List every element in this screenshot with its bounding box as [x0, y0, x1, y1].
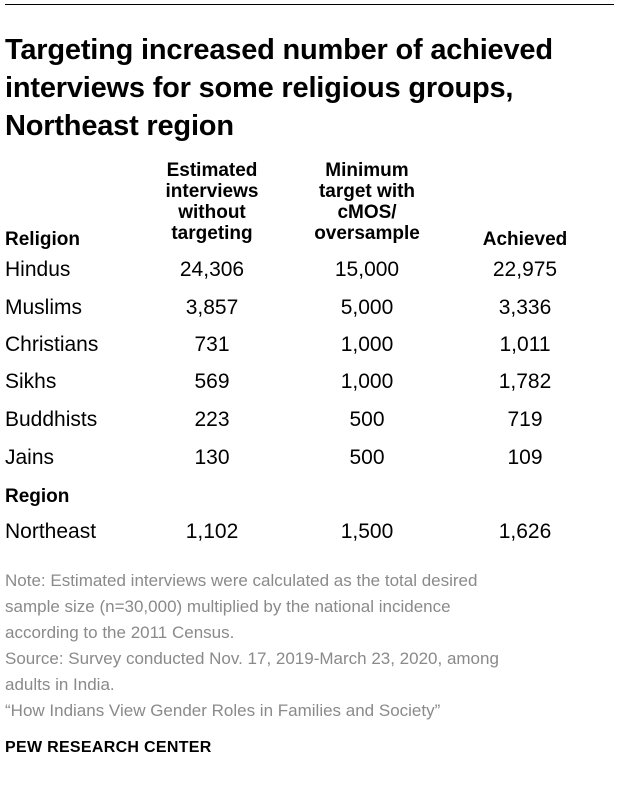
estimated-value: 731	[194, 333, 230, 356]
achieved-value: 3,336	[498, 296, 552, 319]
row-label: Christians	[5, 333, 99, 356]
minimum-value: 1,500	[340, 520, 394, 543]
footnotes: Note: Estimated interviews were calculat…	[5, 568, 605, 724]
column-header-achieved: Achieved	[482, 229, 568, 250]
note-text: Note: Estimated interviews were calculat…	[5, 571, 478, 590]
achieved-value: 1,011	[499, 333, 551, 356]
column-header-minimum: Minimum target with cMOS/ oversample	[314, 160, 420, 244]
section-header-region: Region	[5, 486, 70, 507]
estimated-value: 130	[194, 446, 230, 469]
column-header-estimated-line: without	[178, 202, 246, 223]
column-header-estimated: Estimated interviews without targeting	[166, 160, 259, 244]
row-label: Hindus	[5, 258, 71, 281]
row-label: Northeast	[5, 520, 97, 543]
estimated-value: 223	[194, 408, 230, 431]
top-rule	[5, 4, 614, 5]
source-text: Source: Survey conducted Nov. 17, 2019-M…	[5, 649, 499, 668]
row-label: Muslims	[5, 296, 82, 319]
column-header-estimated-line: interviews	[165, 181, 259, 202]
estimated-value: 3,857	[185, 296, 239, 319]
column-header-estimated-line: Estimated	[166, 160, 258, 181]
minimum-value: 1,000	[340, 370, 394, 393]
column-header-minimum-line: Minimum	[325, 160, 409, 181]
column-header-minimum-line: cMOS/	[337, 202, 397, 223]
row-label: Buddhists	[5, 408, 98, 431]
estimated-value: 569	[194, 370, 230, 393]
minimum-value: 1,000	[340, 333, 394, 356]
achieved-value: 1,782	[498, 370, 552, 393]
achieved-value: 1,626	[498, 520, 552, 543]
achieved-value: 22,975	[492, 258, 558, 281]
column-header-minimum-line: oversample	[314, 223, 420, 244]
source-text: adults in India.	[5, 675, 115, 694]
row-label: Sikhs	[5, 370, 57, 393]
note-text: sample size (n=30,000) multiplied by the…	[5, 597, 451, 616]
estimated-value: 24,306	[179, 258, 245, 281]
minimum-value: 500	[349, 408, 385, 431]
report-title: “How Indians View Gender Roles in Famili…	[5, 701, 441, 720]
column-header-minimum-line: target with	[318, 181, 416, 202]
page-title: Targeting increased number of achieved i…	[5, 34, 553, 142]
minimum-value: 500	[349, 446, 385, 469]
estimated-value: 1,102	[185, 520, 239, 543]
pew-research-center-logo: PEW RESEARCH CENTER	[5, 739, 212, 756]
note-text: according to the 2011 Census.	[5, 623, 235, 642]
achieved-value: 109	[507, 446, 543, 469]
minimum-value: 15,000	[334, 258, 400, 281]
column-header-religion: Religion	[5, 229, 80, 250]
minimum-value: 5,000	[340, 296, 394, 319]
column-header-estimated-line: targeting	[171, 223, 253, 244]
row-label: Jains	[5, 446, 55, 469]
achieved-value: 719	[507, 408, 543, 431]
